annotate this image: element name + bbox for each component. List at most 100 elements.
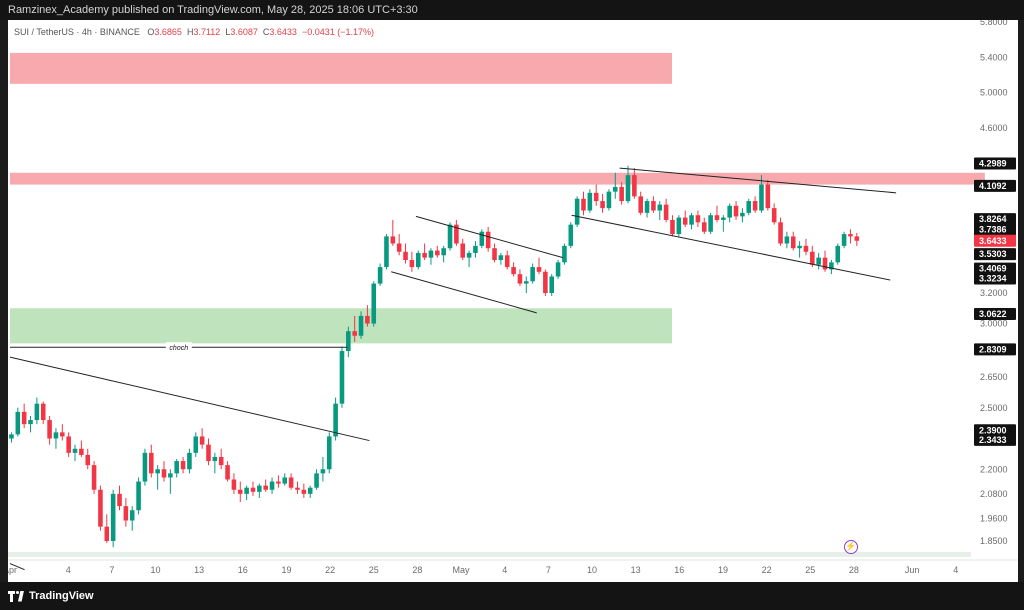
x-tick-label: 4 <box>502 565 507 575</box>
x-tick-label: Apr <box>8 565 17 575</box>
x-tick-label: 13 <box>194 565 204 575</box>
candle-body <box>34 403 40 421</box>
candle-body <box>168 473 173 478</box>
candle-body <box>593 192 599 202</box>
high-label: H <box>186 27 194 37</box>
choch-label-bg <box>165 342 192 353</box>
chart-pane[interactable]: SUI / TetherUS · 4h · BINANCE O3.6865 H3… <box>8 20 1018 582</box>
trendline <box>391 271 537 314</box>
y-tick-label: 2.6500 <box>980 372 1008 382</box>
trendline <box>9 563 25 571</box>
tradingview-logo[interactable]: TradingView <box>8 590 94 602</box>
y-tick-label: 2.2000 <box>980 464 1008 474</box>
candle-body <box>371 283 377 324</box>
candle-body <box>377 267 383 284</box>
open-value: 3.6865 <box>154 27 182 37</box>
candle-body <box>174 461 180 474</box>
x-tick-label: Jun <box>905 565 920 575</box>
price-level-badge: 2.8309 <box>974 343 1016 356</box>
candle-body <box>237 489 243 494</box>
x-tick-label: 13 <box>631 565 641 575</box>
candle-body <box>549 276 555 293</box>
candle-body <box>435 250 440 256</box>
candle-body <box>288 477 294 488</box>
close-value: 3.6433 <box>269 27 297 37</box>
candle-body <box>816 257 821 265</box>
price-badge-label: 3.0622 <box>979 309 1007 319</box>
x-tick-label: 22 <box>325 565 335 575</box>
candle-body <box>619 186 624 202</box>
brand-footer: TradingView <box>0 582 1024 610</box>
candle-body <box>447 224 453 249</box>
lightning-icon[interactable]: ⚡ <box>844 540 858 554</box>
candle-body <box>460 243 466 258</box>
candle-body <box>682 217 688 225</box>
candle-body <box>314 473 319 488</box>
candle-body <box>829 262 834 270</box>
candle-body <box>841 234 847 246</box>
x-tick-label: 16 <box>238 565 248 575</box>
candle-body <box>187 452 192 470</box>
price-level-badge: 3.4069 <box>974 262 1016 275</box>
candle-body <box>670 219 675 235</box>
current-price-badge: 3.6433 <box>974 234 1016 247</box>
candle-body <box>212 456 218 462</box>
candle-body <box>225 465 230 480</box>
candle-body <box>142 452 148 482</box>
candle-body <box>40 403 46 421</box>
y-tick-label: 3.2000 <box>980 288 1008 298</box>
price-level-badge: 3.5303 <box>974 248 1016 261</box>
price-badge-label: 3.4069 <box>979 264 1007 274</box>
candle-body <box>727 205 732 218</box>
x-tick-label: May <box>453 565 471 575</box>
y-tick-label: 1.9600 <box>980 513 1008 523</box>
candle-body <box>66 436 71 453</box>
choch-label: choch <box>169 345 188 352</box>
candle-body <box>276 481 281 484</box>
trendline <box>415 215 564 259</box>
candle-body <box>231 479 237 490</box>
candle-body <box>415 252 421 268</box>
candle-body <box>644 201 650 213</box>
candle-body <box>136 481 141 511</box>
symbol-name[interactable]: SUI / TetherUS · 4h · BINANCE <box>14 27 140 37</box>
price-chart[interactable]: choch 5.8000 5.4000 5.0000 4.6000 3.2000 3.000… <box>8 20 1018 582</box>
low-label: L <box>225 27 231 37</box>
candle-body <box>161 469 167 478</box>
candle-body <box>282 477 288 484</box>
candle-body <box>721 217 726 220</box>
candle-body <box>822 257 828 270</box>
price-level-badge: 4.2989 <box>974 157 1016 170</box>
candle-body <box>326 436 332 470</box>
price-badge-label: 3.5303 <box>979 249 1007 259</box>
candle-body <box>396 243 402 252</box>
x-tick-label: 22 <box>762 565 772 575</box>
y-tick-label: 4.6000 <box>980 123 1008 133</box>
candle-body <box>714 215 720 220</box>
candle-body <box>581 198 586 211</box>
candle-body <box>746 201 752 213</box>
publisher-bar: Ramzinex_Academy published on TradingVie… <box>0 0 1024 20</box>
candle-body <box>85 454 91 466</box>
x-tick-label: 7 <box>109 565 114 575</box>
candle-body <box>441 248 446 256</box>
candle-body <box>320 469 326 474</box>
candle-body <box>797 245 802 249</box>
price-badge-label: 3.8264 <box>979 214 1007 224</box>
price-level-badge: 2.3433 <box>974 433 1016 446</box>
candle-body <box>199 436 205 445</box>
candle-body <box>454 224 459 244</box>
y-tick-label: 2.0800 <box>980 489 1008 499</box>
price-badge-label: 3.7386 <box>979 225 1007 235</box>
candle-body <box>784 236 790 244</box>
candle-body <box>848 234 853 237</box>
candle-body <box>352 331 357 336</box>
price-level-badge: 2.3900 <box>974 424 1016 437</box>
candle-body <box>47 420 52 439</box>
candle-body <box>257 485 262 492</box>
tradingview-logo-icon <box>8 590 24 602</box>
candle-body <box>466 252 472 258</box>
candle-body <box>358 315 364 336</box>
x-tick-label: 28 <box>412 565 422 575</box>
candle-body <box>587 192 593 211</box>
